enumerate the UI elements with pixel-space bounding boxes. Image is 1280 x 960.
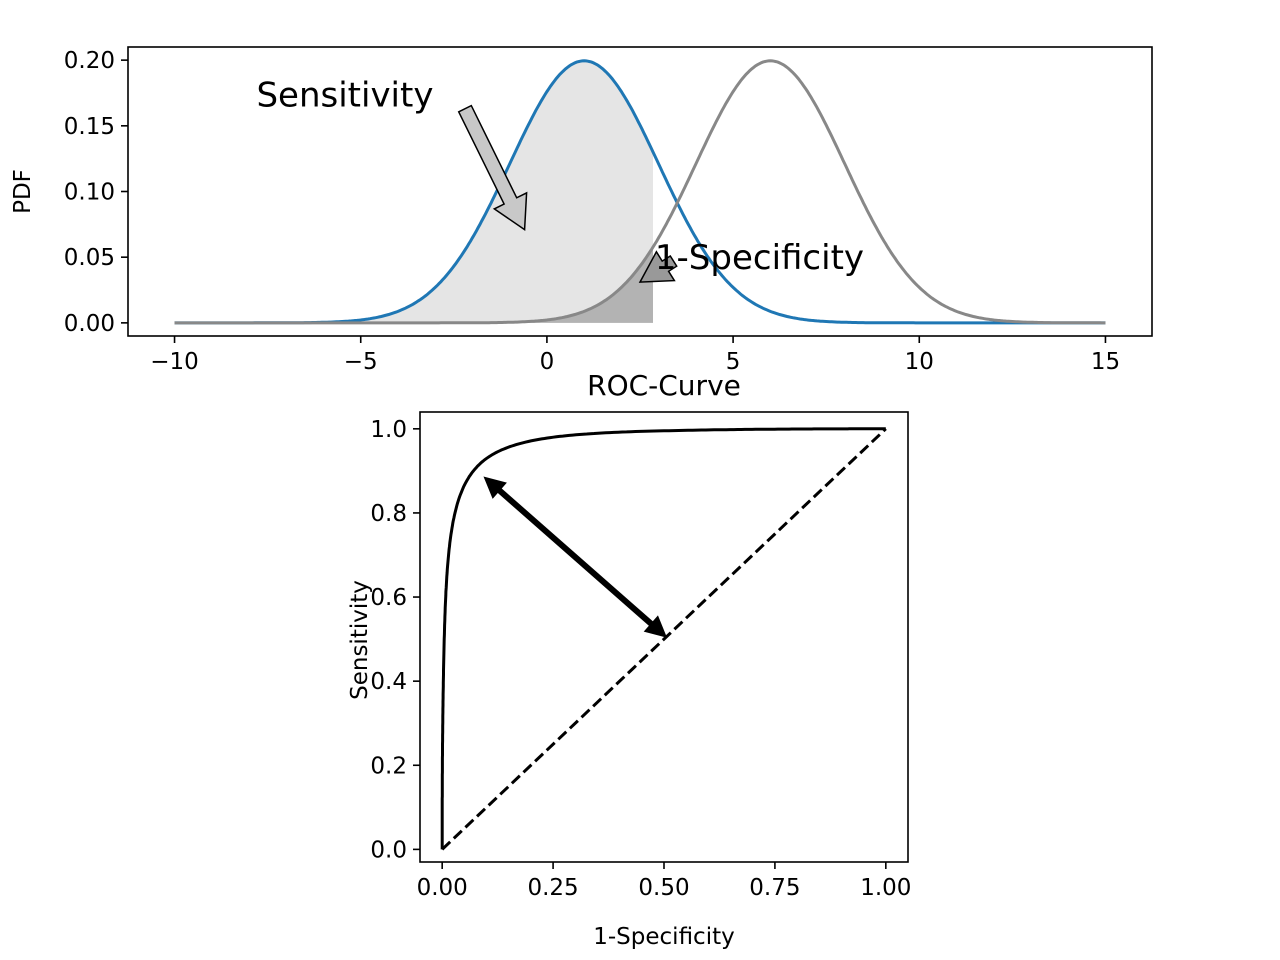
y-tick-label: 0.10	[64, 180, 115, 206]
chart-title: ROC-Curve	[587, 369, 741, 402]
x-tick-label: 0.00	[417, 875, 468, 901]
distance-arrow-head-start	[483, 476, 507, 499]
x-tick-label: 1.00	[860, 875, 911, 901]
y-tick-label: 0.05	[64, 245, 115, 271]
x-tick-label: 10	[905, 349, 934, 375]
x-tick-label: 5	[726, 349, 741, 375]
annotation-text-0: Sensitivity	[256, 75, 433, 115]
y-tick-label: 0.2	[370, 753, 407, 779]
roc-curve-line	[440, 427, 886, 850]
fill-area-1	[174, 247, 653, 323]
annotation-text-1: 1-Specificity	[655, 238, 864, 278]
annotation-arrow-1	[638, 250, 678, 283]
distance-arrow-shaft	[492, 484, 658, 631]
y-axis-label: Sensitivity	[347, 580, 373, 700]
y-tick-label: 0.0	[370, 837, 407, 863]
x-axis-label: 1-Specificity	[593, 924, 734, 950]
x-tick-label: 0.75	[749, 875, 800, 901]
y-tick-label: 0.00	[64, 311, 115, 337]
diagonal-reference-line	[441, 427, 887, 851]
roc-plot: ROC-Curve 0.00 0.25 0.50 0.75 1.00 0.0 0.2 0.4 0.…	[347, 369, 911, 950]
pdf-plot: Sensitivity 1-Specificity −10 −5 0 5 10 15 0.00 0…	[10, 46, 1153, 375]
y-tick-label: 0.20	[64, 48, 115, 74]
annotation-arrow-0	[457, 104, 528, 231]
x-tick-label: 0	[540, 349, 555, 375]
y-tick-label: 0.4	[370, 669, 407, 695]
x-tick-label: 15	[1091, 349, 1120, 375]
y-tick-label: 0.6	[370, 585, 407, 611]
x-tick-label: 0.50	[638, 875, 689, 901]
x-tick-label: −5	[344, 349, 378, 375]
x-tick-label: −10	[150, 349, 199, 375]
distance-arrow-head-end	[643, 615, 668, 638]
pdf-line-1	[174, 59, 1106, 325]
fill-area-0	[174, 60, 653, 323]
y-tick-label: 1.0	[370, 417, 407, 443]
x-tick-label: 0.25	[527, 875, 578, 901]
y-axis-label: PDF	[10, 169, 36, 214]
y-tick-label: 0.15	[64, 114, 115, 140]
y-tick-label: 0.8	[370, 501, 407, 527]
